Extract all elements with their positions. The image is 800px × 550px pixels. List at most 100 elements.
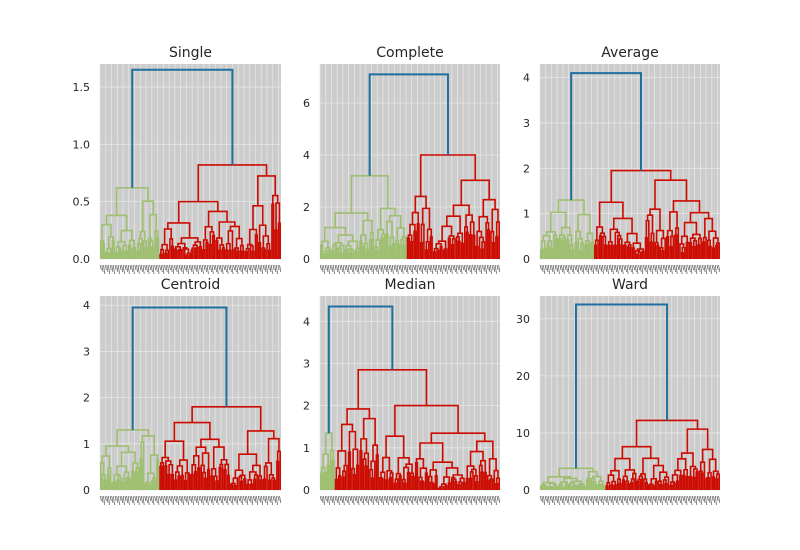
leaf-tick-mark <box>569 264 572 271</box>
leaf-tick-mark <box>144 264 147 271</box>
leaf-tick-mark <box>224 495 227 504</box>
cluster-b-link-75 <box>221 247 226 259</box>
cluster-b-link-78 <box>666 229 673 237</box>
cluster-a-link-46 <box>396 227 405 241</box>
cluster-b-link-67 <box>644 237 648 259</box>
cluster-b-link-49 <box>174 479 178 490</box>
cluster-b-link-55 <box>200 438 220 448</box>
cluster-a-link-13 <box>560 481 569 485</box>
leaf-tick-mark <box>587 495 590 506</box>
leaf-tick-mark <box>213 264 216 271</box>
cluster-b-link-77 <box>439 488 443 490</box>
leaf-tick-mark <box>403 264 406 271</box>
cluster-a-link-22 <box>135 466 140 490</box>
leaf-tick-mark <box>337 495 340 506</box>
leaf-tick-mark <box>274 264 277 273</box>
leaf-tick-mark <box>203 495 206 502</box>
leaf-tick-labels <box>319 495 501 506</box>
cluster-b-link-53 <box>414 195 427 213</box>
leaf-tick-mark <box>675 264 678 275</box>
cluster-a-link-32 <box>590 477 596 490</box>
leaf-tick-mark <box>113 264 115 275</box>
leaf-tick-mark <box>370 264 373 273</box>
leaf-tick-mark <box>261 495 264 506</box>
cluster-b-link-11 <box>337 450 347 468</box>
leaf-tick-mark <box>137 264 140 275</box>
leaf-tick-mark <box>585 264 588 273</box>
leaf-tick-mark <box>654 495 657 504</box>
cluster-a-link-1 <box>105 214 128 231</box>
leaf-tick-mark <box>149 264 152 271</box>
cluster-b-link-63 <box>636 480 640 490</box>
cluster-b-link-88 <box>243 478 247 490</box>
cluster-b-link-101 <box>485 221 490 259</box>
cluster-b-link-69 <box>452 204 470 217</box>
cluster-b-link-77 <box>439 245 443 259</box>
cluster-b-link-86 <box>675 480 680 490</box>
leaf-tick-mark <box>219 264 222 273</box>
leaf-tick-mark <box>362 264 365 275</box>
leaf-tick-mark <box>703 264 706 273</box>
cluster-b-link-96 <box>475 481 479 490</box>
leaf-tick-mark <box>683 264 686 273</box>
leaf-tick-mark <box>164 495 166 502</box>
cluster-a-link-19 <box>571 480 582 484</box>
cluster-b-link-57 <box>192 455 200 469</box>
leaf-tick-mark <box>132 495 135 506</box>
leaf-tick-mark <box>241 495 244 506</box>
cluster-a-link-42 <box>385 233 389 259</box>
cluster-b-link-52 <box>624 241 631 246</box>
leaf-tick-mark <box>592 264 595 275</box>
cluster-b-link-30 <box>372 444 379 462</box>
cluster-a-link-6 <box>324 250 329 259</box>
leaf-tick-mark <box>468 264 471 273</box>
cluster-b-link-107 <box>715 478 719 490</box>
cluster-a-link-9 <box>111 239 115 259</box>
leaf-tick-mark <box>106 264 109 273</box>
cluster-b-link-9 <box>346 408 371 425</box>
cluster-b-link-81 <box>450 476 456 490</box>
cluster-a-link-9 <box>337 234 354 243</box>
leaf-tick-mark <box>149 495 152 502</box>
leaf-tick-mark <box>188 264 191 271</box>
cluster-b-link-59 <box>190 473 194 490</box>
cluster-b-link-66 <box>424 249 428 259</box>
leaf-tick-mark <box>152 264 155 275</box>
cluster-b-link-102 <box>268 474 274 481</box>
y-tick-label: 3 <box>523 117 530 130</box>
leaf-tick-mark <box>546 495 549 504</box>
leaf-tick-mark <box>450 264 453 275</box>
leaf-tick-mark <box>136 264 138 273</box>
cluster-b-link-81 <box>674 469 682 476</box>
cluster-b-link-18 <box>348 430 357 453</box>
leaf-tick-mark <box>111 495 114 504</box>
cluster-b-link-76 <box>672 200 701 213</box>
leaf-tick-mark <box>238 264 240 271</box>
cluster-a-link-10 <box>113 473 121 483</box>
leaf-tick-mark <box>610 264 613 273</box>
cluster-b-link-106 <box>495 221 500 259</box>
cluster-b-link-86 <box>457 484 461 490</box>
cluster-b-link-73 <box>657 480 662 490</box>
cluster-a-link-3 <box>320 240 329 248</box>
cluster-a-link-19 <box>344 249 348 259</box>
leaf-tick-mark <box>615 495 618 504</box>
panel-average: 0 1 2 3 4 Average <box>523 45 721 275</box>
leaf-tick-mark <box>703 495 706 504</box>
cluster-b-link-100 <box>480 248 484 259</box>
leaf-tick-mark <box>109 264 112 271</box>
cluster-a-link-2 <box>545 231 556 236</box>
cluster-a-link-2 <box>101 223 112 241</box>
leaf-tick-mark <box>173 495 176 502</box>
cluster-b-link-73 <box>219 463 224 490</box>
leaf-tick-mark <box>244 495 247 504</box>
leaf-tick-mark <box>114 264 117 271</box>
leaf-tick-mark <box>615 264 618 273</box>
leaf-tick-mark <box>116 495 119 504</box>
cluster-b-link-89 <box>680 252 684 259</box>
cluster-b-link-51 <box>403 466 410 480</box>
axes-background <box>540 296 720 490</box>
cluster-a-link-45 <box>392 242 396 259</box>
leaf-tick-mark <box>398 264 401 271</box>
cluster-a-link-8 <box>106 252 110 259</box>
